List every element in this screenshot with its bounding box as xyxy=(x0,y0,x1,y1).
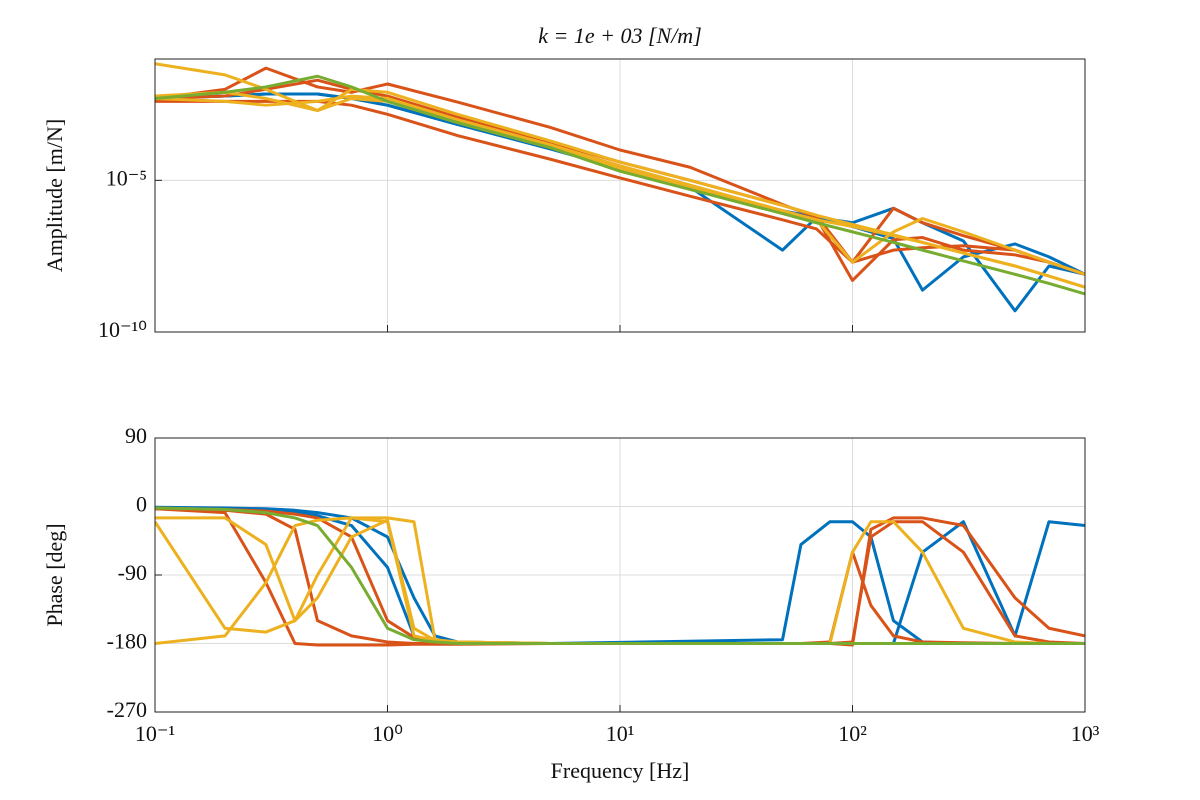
plot-frame xyxy=(154,437,1086,713)
y-tick-label: 10⁻¹⁰ xyxy=(98,317,147,342)
y-axis-label: Amplitude [m/N] xyxy=(42,119,67,272)
series-line xyxy=(155,87,1085,289)
x-tick-label: 10³ xyxy=(1071,721,1100,746)
chart-title: k = 1e + 03 [N/m] xyxy=(538,23,702,48)
x-tick-label: 10⁰ xyxy=(372,721,403,746)
x-tick-label: 10² xyxy=(838,721,867,746)
series-line xyxy=(155,74,1085,296)
y-tick-label: -90 xyxy=(118,560,147,585)
y-tick-label: 10⁻⁵ xyxy=(106,165,147,190)
plot-frame xyxy=(154,58,1086,333)
y-tick-label: 90 xyxy=(125,423,147,448)
y-tick-label: -180 xyxy=(107,629,147,654)
y-tick-label: -270 xyxy=(107,697,147,722)
y-axis-label: Phase [deg] xyxy=(42,523,67,626)
x-axis-label: Frequency [Hz] xyxy=(551,758,690,783)
x-tick-label: 10¹ xyxy=(606,721,635,746)
series-line xyxy=(155,506,1085,645)
series-line xyxy=(155,66,1085,282)
x-tick-label: 10⁻¹ xyxy=(135,721,175,746)
y-tick-label: 0 xyxy=(136,492,147,517)
